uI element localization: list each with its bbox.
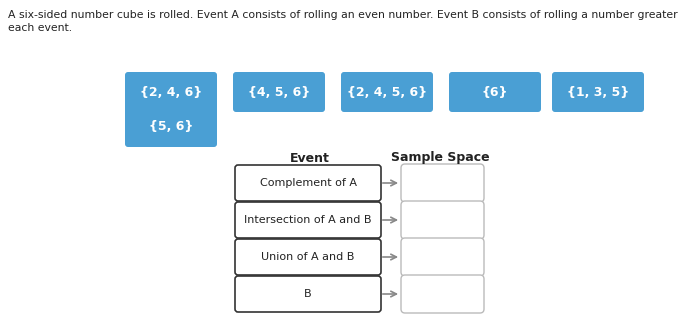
FancyBboxPatch shape [449, 72, 541, 112]
FancyBboxPatch shape [401, 275, 484, 313]
Text: {2, 4, 5, 6}: {2, 4, 5, 6} [347, 85, 427, 99]
Text: each event.: each event. [8, 23, 72, 33]
Text: Intersection of A and B: Intersection of A and B [244, 215, 372, 225]
Text: {4, 5, 6}: {4, 5, 6} [248, 85, 310, 99]
FancyBboxPatch shape [401, 201, 484, 239]
FancyBboxPatch shape [235, 276, 381, 312]
Text: Complement of A: Complement of A [260, 178, 357, 188]
Text: {1, 3, 5}: {1, 3, 5} [567, 85, 629, 99]
FancyBboxPatch shape [235, 202, 381, 238]
Text: A six-sided number cube is rolled. Event A consists of rolling an even number. E: A six-sided number cube is rolled. Event… [8, 10, 678, 20]
FancyBboxPatch shape [233, 72, 325, 112]
Text: Event: Event [290, 152, 330, 164]
Text: {6}: {6} [482, 85, 508, 99]
Text: {2, 4, 6}: {2, 4, 6} [140, 85, 202, 99]
FancyBboxPatch shape [235, 165, 381, 201]
Text: {5, 6}: {5, 6} [148, 120, 193, 134]
FancyBboxPatch shape [552, 72, 644, 112]
Text: Union of A and B: Union of A and B [261, 252, 355, 262]
Text: Sample Space: Sample Space [391, 152, 490, 164]
FancyBboxPatch shape [235, 239, 381, 275]
FancyBboxPatch shape [341, 72, 433, 112]
FancyBboxPatch shape [401, 164, 484, 202]
FancyBboxPatch shape [125, 107, 217, 147]
FancyBboxPatch shape [401, 238, 484, 276]
Text: B: B [304, 289, 312, 299]
FancyBboxPatch shape [125, 72, 217, 112]
